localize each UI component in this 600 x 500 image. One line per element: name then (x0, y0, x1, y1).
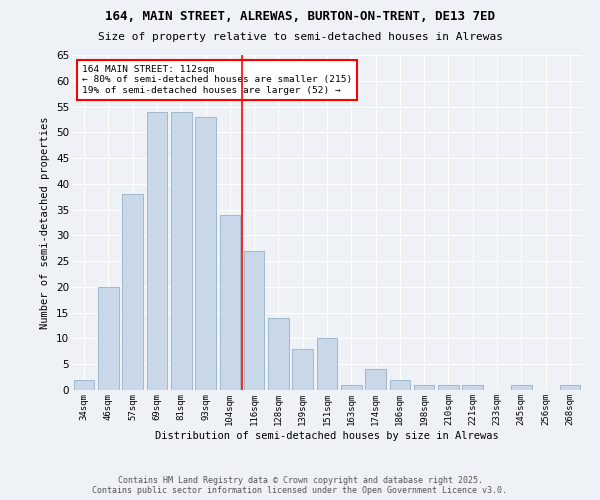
Text: Size of property relative to semi-detached houses in Alrewas: Size of property relative to semi-detach… (97, 32, 503, 42)
Bar (122, 194, 143, 390)
Bar (389, 380, 410, 390)
Bar (220, 215, 240, 390)
Bar (98, 287, 119, 390)
X-axis label: Distribution of semi-detached houses by size in Alrewas: Distribution of semi-detached houses by … (155, 430, 499, 440)
Bar (195, 117, 216, 390)
Bar (146, 112, 167, 390)
Bar (244, 251, 265, 390)
Bar (317, 338, 337, 390)
Text: 164 MAIN STREET: 112sqm
← 80% of semi-detached houses are smaller (215)
19% of s: 164 MAIN STREET: 112sqm ← 80% of semi-de… (82, 65, 352, 95)
Y-axis label: Number of semi-detached properties: Number of semi-detached properties (40, 116, 50, 329)
Bar (438, 385, 459, 390)
Bar (463, 385, 483, 390)
Bar (74, 380, 94, 390)
Bar (171, 112, 191, 390)
Text: Contains HM Land Registry data © Crown copyright and database right 2025.
Contai: Contains HM Land Registry data © Crown c… (92, 476, 508, 495)
Bar (268, 318, 289, 390)
Text: 164, MAIN STREET, ALREWAS, BURTON-ON-TRENT, DE13 7ED: 164, MAIN STREET, ALREWAS, BURTON-ON-TRE… (105, 10, 495, 23)
Bar (365, 370, 386, 390)
Bar (511, 385, 532, 390)
Bar (341, 385, 362, 390)
Bar (560, 385, 580, 390)
Bar (414, 385, 434, 390)
Bar (292, 349, 313, 390)
